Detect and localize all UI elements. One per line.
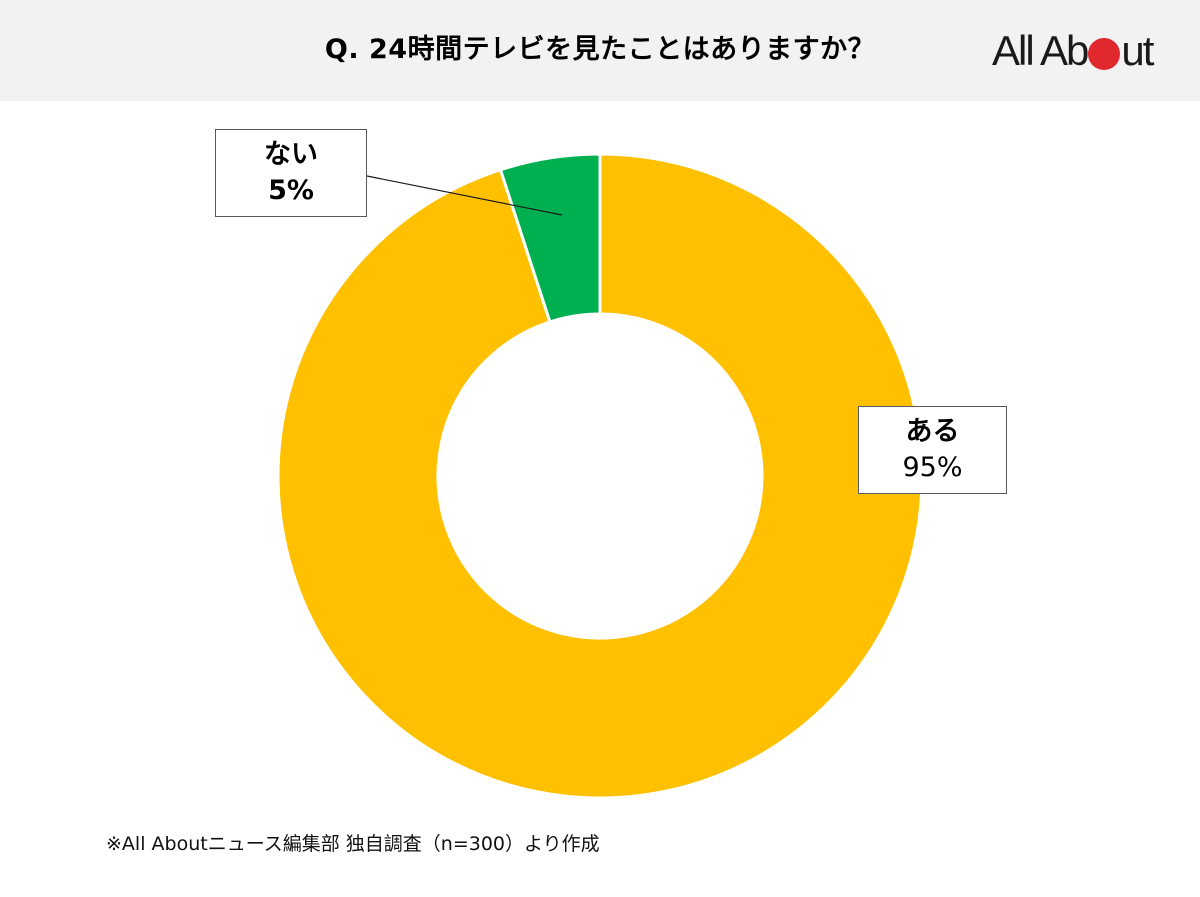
- logo-red-dot-icon: [1088, 38, 1121, 70]
- logo-text-start: All Ab: [992, 27, 1089, 74]
- label-aru-value: 95%: [902, 452, 963, 483]
- logo-text-end: ut: [1121, 27, 1154, 74]
- data-label-nai: ない 5%: [215, 129, 367, 217]
- slice-nai: [498, 152, 602, 324]
- label-aru-name: ある: [905, 416, 960, 447]
- leader-line-nai: [366, 175, 563, 216]
- chart-header: Q. 24時間テレビを見たことはありますか？ All Ab ut: [0, 0, 1200, 101]
- slice-aru: [276, 152, 924, 800]
- data-label-aru: ある 95%: [858, 406, 1007, 494]
- chart-title: Q. 24時間テレビを見たことはありますか？: [324, 34, 876, 65]
- all-about-logo: All Ab ut: [992, 27, 1154, 74]
- source-footnote: ※All Aboutニュース編集部 独自調査（n=300）より作成: [106, 833, 600, 855]
- label-nai-name: ない: [264, 139, 318, 170]
- label-nai-value: 5%: [268, 175, 314, 206]
